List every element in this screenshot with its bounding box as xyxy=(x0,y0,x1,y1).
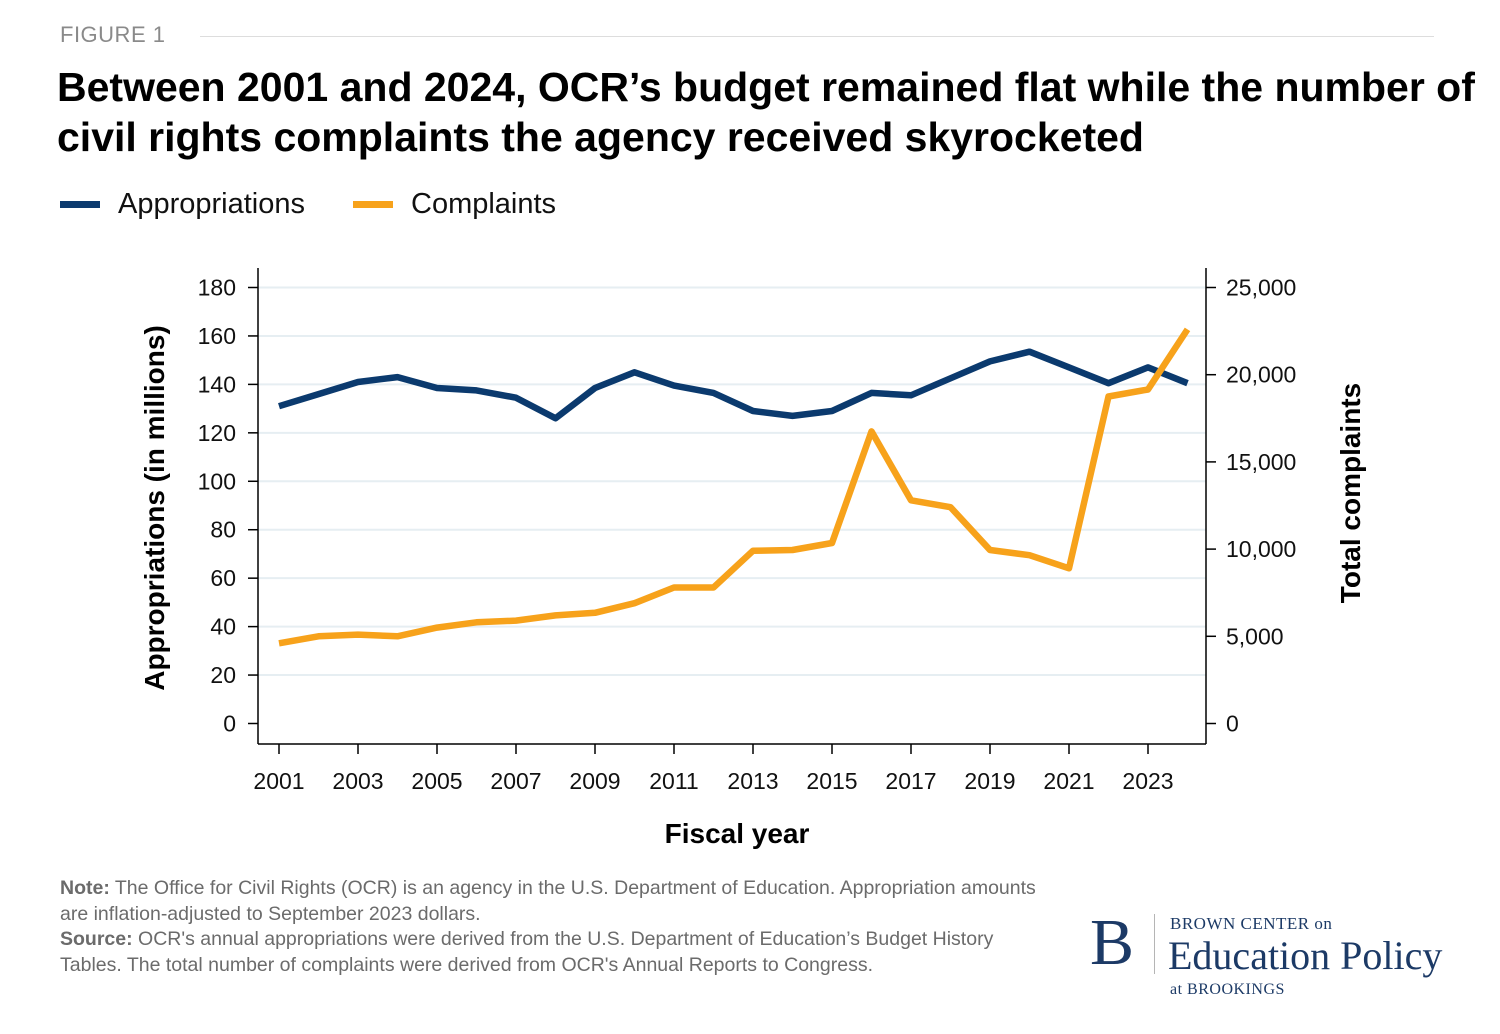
brookings-logo: B BROWN CENTER on Education Policy at BR… xyxy=(1090,908,1480,1008)
y-axis-title-left: Appropriations (in millions) xyxy=(139,325,170,691)
y-tick-label-right: 20,000 xyxy=(1226,362,1296,388)
legend-swatch-complaints xyxy=(353,201,393,208)
legend-item-appropriations: Appropriations xyxy=(60,188,305,221)
y-tick-label-right: 0 xyxy=(1226,711,1239,737)
axes xyxy=(248,268,1216,754)
series-lines xyxy=(278,327,1191,647)
y-tick-label-left: 120 xyxy=(198,420,236,446)
y-tick-label-right: 5,000 xyxy=(1226,623,1284,649)
y-tick-label-right: 10,000 xyxy=(1226,536,1296,562)
y-tick-label-left: 140 xyxy=(198,371,236,397)
logo-line3: at BROOKINGS xyxy=(1170,981,1285,998)
source-text: OCR's annual appropriations were derived… xyxy=(60,928,994,976)
note-label: Note: xyxy=(60,877,110,899)
x-tick-label: 2009 xyxy=(569,768,620,794)
source-label: Source: xyxy=(60,928,133,950)
y-tick-label-left: 0 xyxy=(223,711,236,737)
x-tick-label: 2019 xyxy=(964,768,1015,794)
line-chart: 0 20 40 60 80 100 120 140 160 180 0 5,000 10,000 15,0… xyxy=(139,268,1366,850)
y-tick-label-left: 60 xyxy=(210,565,236,591)
x-tick-label: 2001 xyxy=(253,768,304,794)
x-tick-label: 2005 xyxy=(411,768,462,794)
legend: Appropriations Complaints xyxy=(60,188,604,221)
logo-line1: BROWN CENTER on xyxy=(1170,914,1333,933)
legend-swatch-appropriations xyxy=(60,201,100,208)
x-axis-title: Fiscal year xyxy=(665,818,810,849)
x-tick-label: 2013 xyxy=(727,768,778,794)
y-tick-label-left: 180 xyxy=(198,275,236,301)
note-paragraph: Note: The Office for Civil Rights (OCR) … xyxy=(60,876,1050,927)
logo-divider xyxy=(1154,914,1155,974)
legend-label-appropriations: Appropriations xyxy=(118,188,305,220)
y-tick-label-right: 15,000 xyxy=(1226,449,1296,475)
axis-labels: 0 20 40 60 80 100 120 140 160 180 0 5,000 10,000 15,0… xyxy=(139,275,1366,850)
x-tick-label: 2023 xyxy=(1122,768,1173,794)
x-tick-label: 2017 xyxy=(885,768,936,794)
x-tick-label: 2021 xyxy=(1043,768,1094,794)
series-line-complaints xyxy=(278,327,1191,647)
note-text: The Office for Civil Rights (OCR) is an … xyxy=(60,877,1036,925)
chart-title: Between 2001 and 2024, OCR’s budget rema… xyxy=(57,64,1475,160)
series-line-appropriations xyxy=(278,348,1189,422)
legend-item-complaints: Complaints xyxy=(353,188,556,221)
y-tick-label-left: 160 xyxy=(198,323,236,349)
gridlines xyxy=(258,286,1206,677)
notes: Note: The Office for Civil Rights (OCR) … xyxy=(60,876,1050,978)
x-tick-label: 2007 xyxy=(490,768,541,794)
y-tick-label-left: 40 xyxy=(210,614,236,640)
legend-label-complaints: Complaints xyxy=(411,188,557,220)
y-tick-label-left: 80 xyxy=(210,517,236,543)
y-axis-title-right: Total complaints xyxy=(1335,383,1366,603)
logo-letter: B xyxy=(1090,906,1135,979)
y-tick-label-right: 25,000 xyxy=(1226,275,1296,301)
y-tick-label-left: 20 xyxy=(210,662,236,688)
x-tick-label: 2011 xyxy=(649,768,698,794)
figure-label: FIGURE 1 xyxy=(60,22,166,47)
y-tick-label-left: 100 xyxy=(198,468,236,494)
header-rule xyxy=(200,36,1434,37)
logo-line2: Education Policy xyxy=(1168,933,1443,978)
source-paragraph: Source: OCR's annual appropriations were… xyxy=(60,927,1050,978)
x-tick-label: 2015 xyxy=(806,768,857,794)
x-tick-label: 2003 xyxy=(332,768,383,794)
